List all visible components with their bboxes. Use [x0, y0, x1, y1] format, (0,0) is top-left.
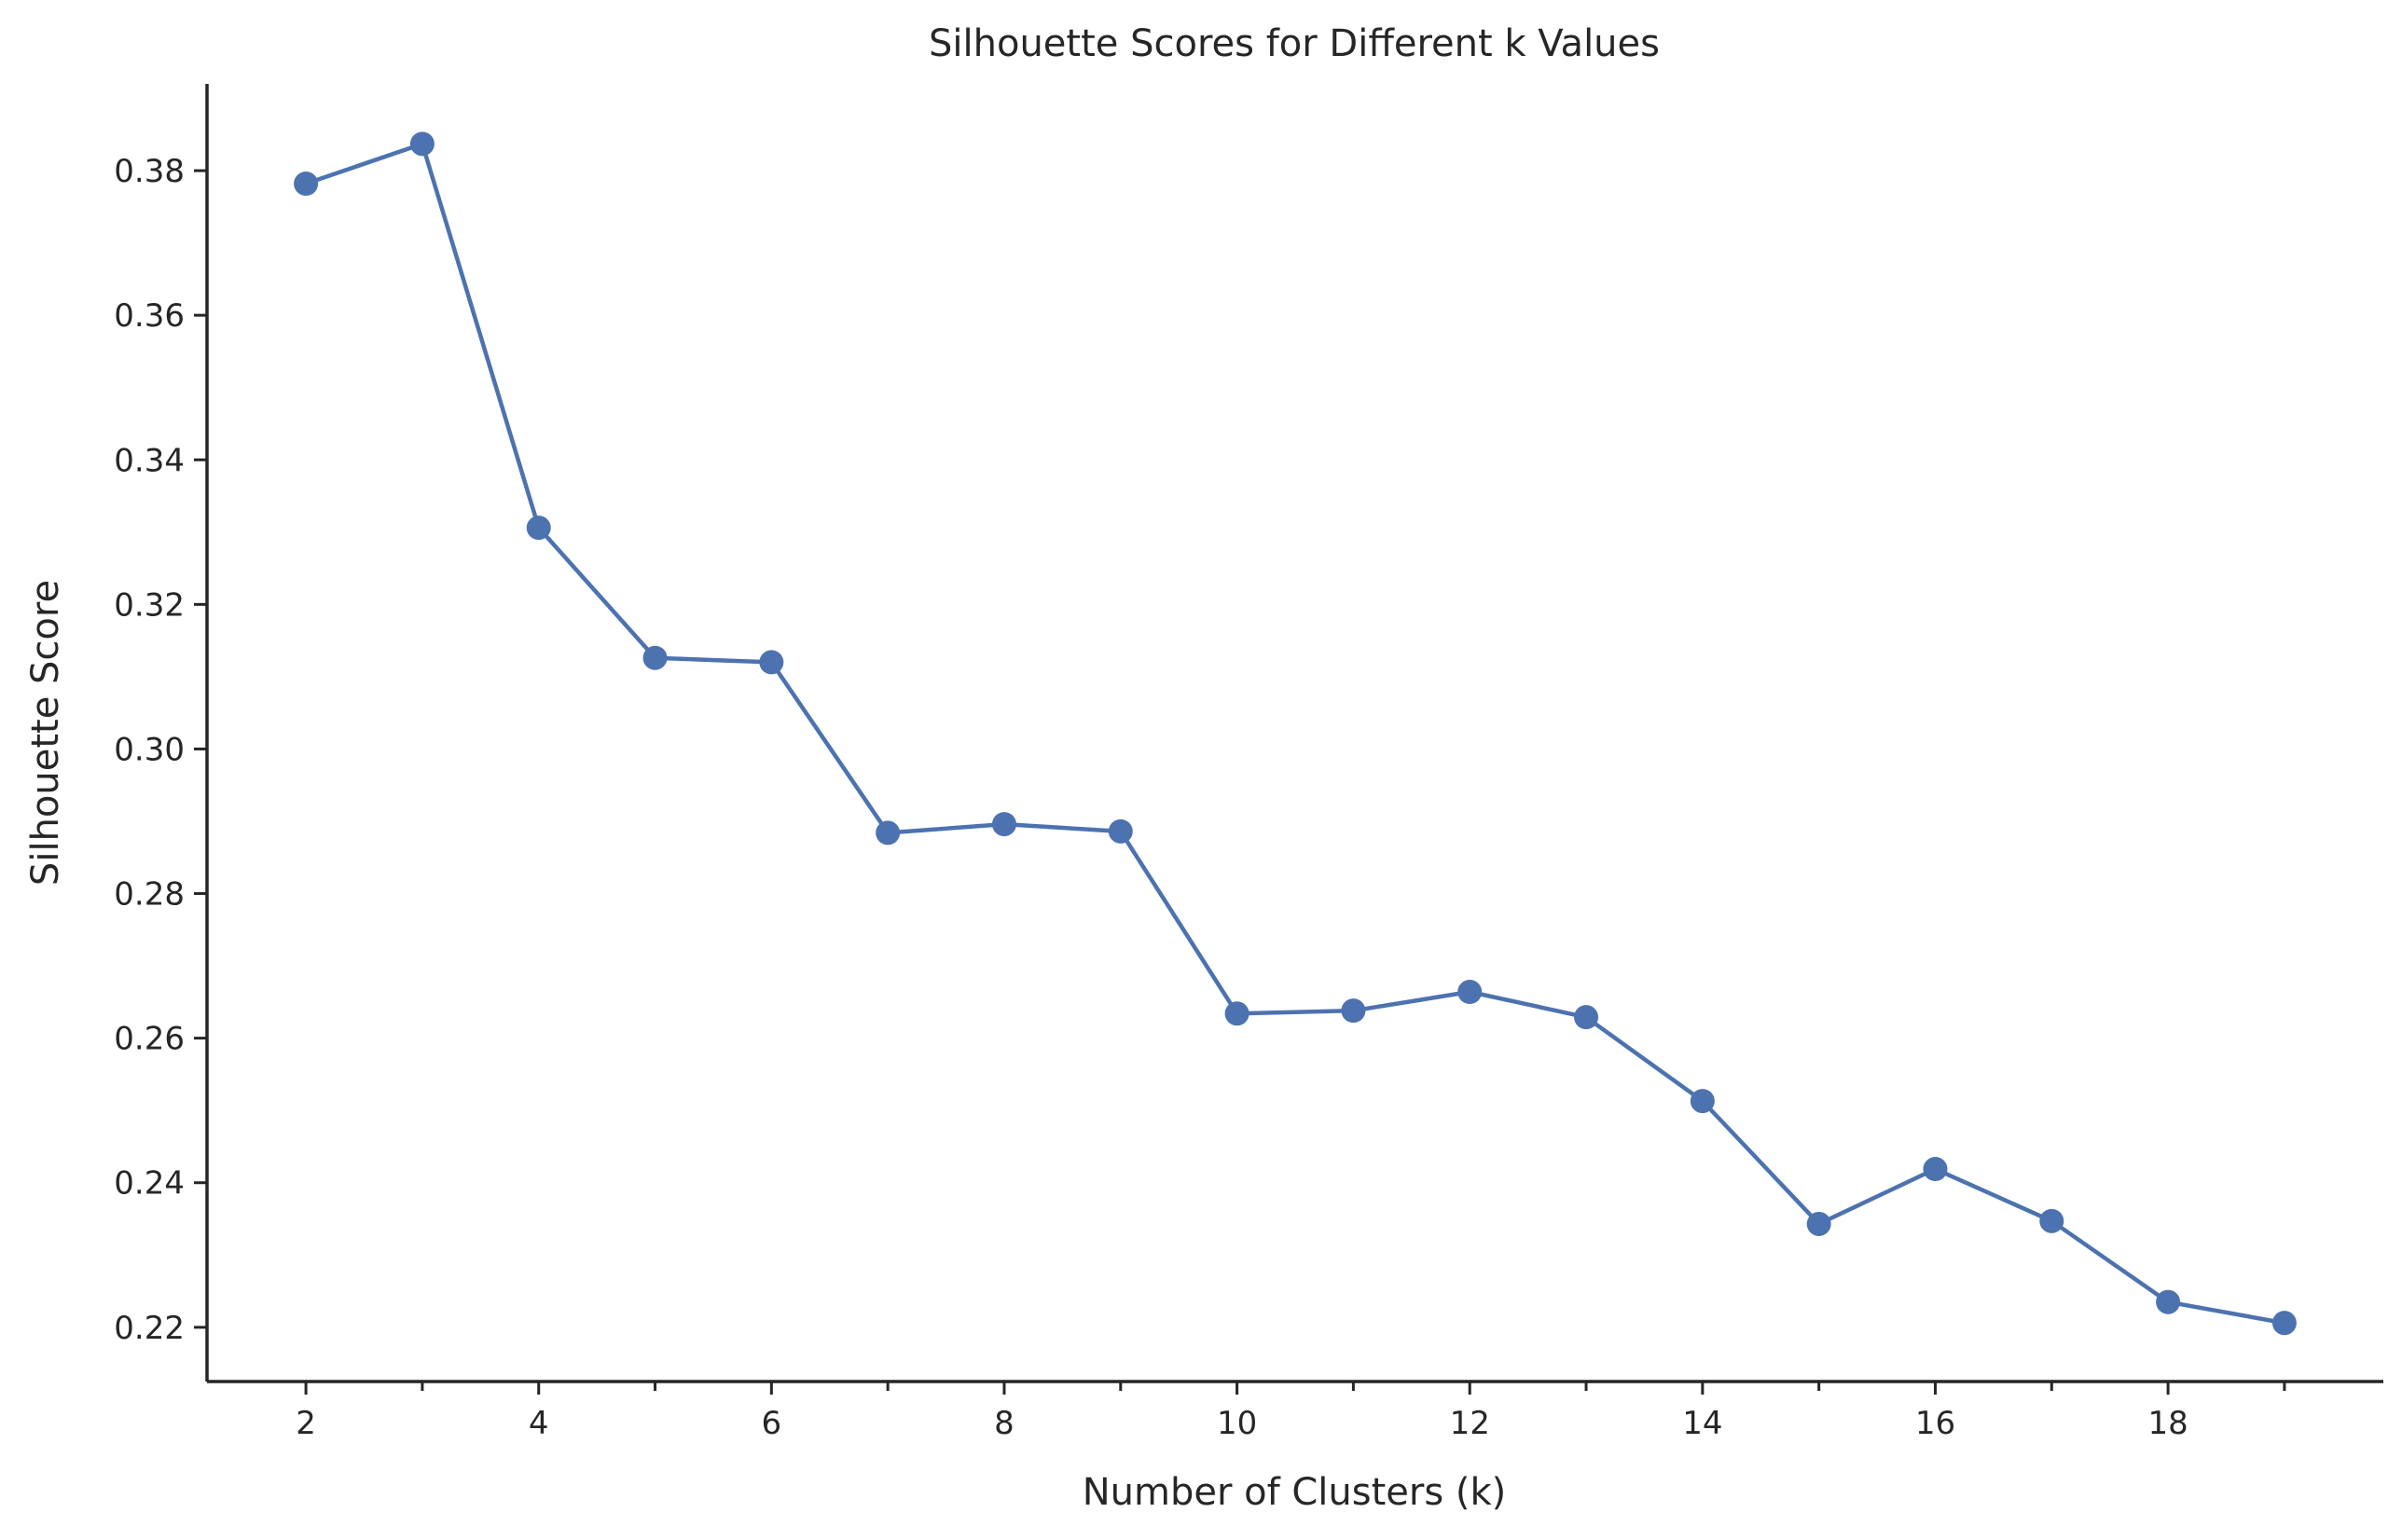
data-point [1108, 818, 1133, 844]
x-axis-ticks: 2 4 6 8 10 12 14 16 18 [296, 1382, 2286, 1442]
series-line [303, 142, 2287, 1326]
x-tick-label: 12 [1450, 1405, 1490, 1442]
data-point [1341, 998, 1366, 1024]
y-tick-label: 0.28 [114, 876, 185, 914]
data-point [991, 812, 1016, 837]
y-tick-label: 0.32 [114, 586, 185, 624]
data-point [1457, 980, 1483, 1005]
x-tick-label: 18 [2147, 1405, 2188, 1442]
series-layer [294, 131, 2297, 1336]
y-tick-label: 0.26 [114, 1021, 185, 1058]
chart-title: Silhouette Scores for Different k Values [929, 22, 1660, 65]
data-point [1806, 1211, 1831, 1236]
y-axis-label: Silhouette Score [24, 580, 67, 886]
data-point [642, 645, 668, 670]
data-point [294, 172, 319, 197]
data-point [876, 820, 901, 846]
data-point [2039, 1208, 2064, 1233]
data-point [1923, 1157, 1948, 1182]
data-point [1224, 1001, 1249, 1026]
data-point [759, 650, 784, 675]
x-tick-label: 16 [1915, 1405, 1955, 1442]
y-tick-label: 0.24 [114, 1165, 185, 1203]
data-point [1690, 1089, 1715, 1114]
data-point [526, 516, 551, 541]
y-tick-label: 0.34 [114, 442, 185, 479]
y-tick-label: 0.22 [114, 1310, 185, 1347]
x-tick-label: 8 [994, 1405, 1015, 1442]
data-point [2156, 1289, 2181, 1314]
data-point [2271, 1311, 2297, 1336]
data-point [409, 131, 435, 157]
y-tick-label: 0.38 [114, 153, 185, 190]
x-tick-label: 10 [1217, 1405, 1257, 1442]
y-tick-label: 0.30 [114, 731, 185, 768]
y-axis-ticks: 0.22 0.24 0.26 0.28 0.30 0.32 0.34 0.36 0.38 [114, 153, 207, 1347]
x-tick-label: 2 [296, 1405, 316, 1442]
x-axis-label: Number of Clusters (k) [1083, 1471, 1507, 1514]
x-tick-label: 14 [1682, 1405, 1722, 1442]
x-tick-label: 6 [762, 1405, 782, 1442]
y-tick-label: 0.36 [114, 297, 185, 335]
x-tick-label: 4 [529, 1405, 549, 1442]
data-point [1574, 1005, 1599, 1030]
